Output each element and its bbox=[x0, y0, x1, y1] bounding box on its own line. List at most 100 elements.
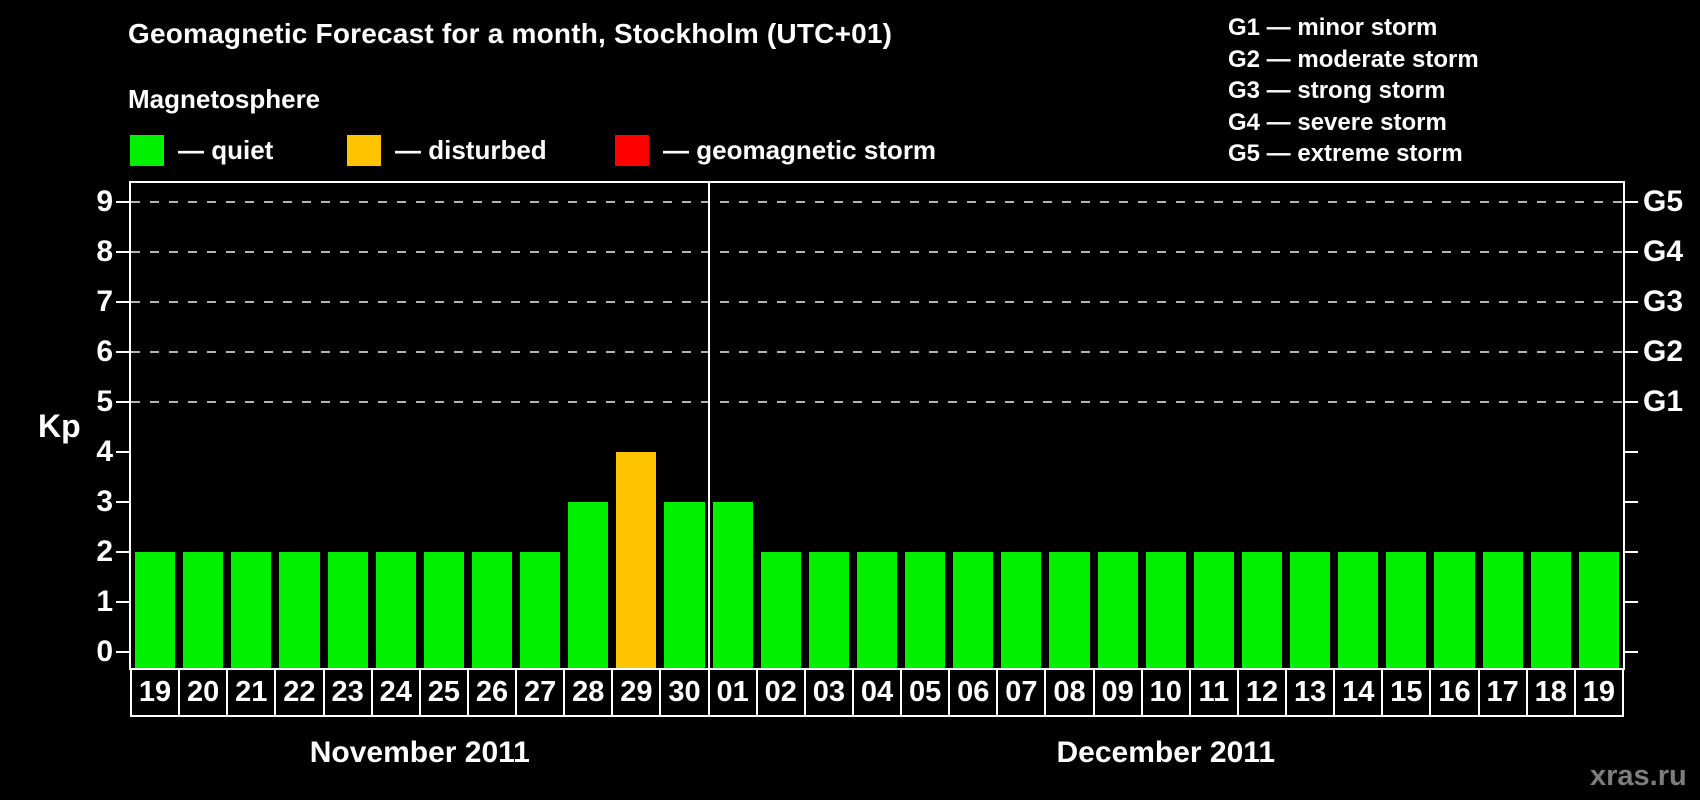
day-cell: 17 bbox=[1477, 668, 1528, 717]
y-axis-tick-right bbox=[1623, 551, 1638, 553]
kp-bar bbox=[1049, 552, 1090, 668]
y-tick-label: 1 bbox=[96, 585, 113, 618]
legend-swatch-quiet bbox=[130, 134, 164, 166]
day-cell: 13 bbox=[1285, 668, 1336, 717]
kp-bar bbox=[327, 552, 368, 668]
kp-bar bbox=[231, 552, 272, 668]
day-cell: 10 bbox=[1140, 668, 1191, 717]
y-axis-tick-right bbox=[1623, 451, 1638, 453]
chart-title: Geomagnetic Forecast for a month, Stockh… bbox=[128, 18, 893, 49]
day-cell: 09 bbox=[1092, 668, 1143, 717]
kp-bar bbox=[1290, 552, 1331, 668]
day-cell: 29 bbox=[611, 668, 662, 717]
kp-bar bbox=[520, 552, 561, 668]
g-legend-line: G1 — minor storm bbox=[1228, 14, 1438, 41]
y-tick-label: 2 bbox=[96, 535, 113, 568]
g-axis-label-G1: G1 bbox=[1643, 385, 1684, 418]
kp-bar bbox=[1578, 552, 1619, 668]
month-label: December 2011 bbox=[1056, 736, 1276, 769]
gridline-kp8 bbox=[131, 251, 1623, 253]
legend-item-label: — geomagnetic storm bbox=[663, 134, 937, 165]
kp-bar bbox=[1338, 552, 1379, 668]
y-axis-tick bbox=[116, 301, 131, 303]
kp-bar bbox=[760, 552, 801, 668]
y-axis-tick bbox=[116, 401, 131, 403]
day-cell: 30 bbox=[659, 668, 710, 717]
kp-bar bbox=[1386, 552, 1427, 668]
legend-item-disturbed: — disturbed bbox=[347, 134, 547, 166]
kp-bar bbox=[423, 552, 464, 668]
y-tick-label: 9 bbox=[96, 185, 113, 218]
gridline-kp7 bbox=[131, 301, 1623, 303]
kp-bar bbox=[856, 552, 898, 668]
watermark: xras.ru bbox=[1590, 760, 1687, 792]
kp-bar bbox=[664, 502, 705, 668]
kp-bar bbox=[375, 552, 416, 668]
g-axis-label-G4: G4 bbox=[1643, 235, 1684, 268]
day-cell: 12 bbox=[1236, 668, 1288, 717]
g-axis-label-G5: G5 bbox=[1643, 185, 1684, 218]
day-cell: 16 bbox=[1429, 668, 1480, 717]
kp-bar bbox=[616, 452, 657, 668]
kp-bar bbox=[1530, 552, 1571, 668]
y-axis-tick-right bbox=[1623, 501, 1638, 503]
day-cell: 11 bbox=[1188, 668, 1239, 717]
kp-bar bbox=[1482, 552, 1523, 668]
y-axis-tick bbox=[116, 201, 131, 203]
g-legend-line: G4 — severe storm bbox=[1228, 108, 1447, 136]
kp-bar bbox=[135, 552, 176, 668]
y-axis-tick bbox=[116, 251, 131, 253]
y-axis-tick-right bbox=[1623, 251, 1638, 253]
day-cell: 28 bbox=[563, 668, 614, 717]
y-axis-tick-right bbox=[1623, 601, 1638, 603]
kp-bar bbox=[1001, 552, 1042, 668]
y-tick-label: 8 bbox=[96, 235, 113, 268]
day-cell: 23 bbox=[322, 668, 373, 717]
month-separator-line bbox=[707, 183, 710, 668]
legend-item-quiet: — quiet bbox=[130, 134, 273, 166]
y-axis-tick-right bbox=[1623, 651, 1638, 653]
magnetosphere-label: Magnetosphere bbox=[128, 84, 321, 114]
legend-swatch-storm bbox=[615, 134, 649, 166]
kp-bar bbox=[905, 552, 946, 668]
kp-bar bbox=[279, 552, 320, 668]
g-scale-legend: G1 — minor storm G2 — moderate storm G3 — … bbox=[1228, 12, 1479, 170]
day-cell: 26 bbox=[466, 668, 518, 717]
kp-bar bbox=[1145, 552, 1186, 668]
day-cell: 08 bbox=[1044, 668, 1095, 717]
y-tick-label: 6 bbox=[96, 335, 113, 368]
kp-bar bbox=[1241, 552, 1283, 668]
day-cell: 04 bbox=[851, 668, 903, 717]
y-tick-label: 4 bbox=[96, 435, 113, 468]
y-tick-label: 5 bbox=[96, 385, 113, 418]
gridline-kp9 bbox=[131, 201, 1623, 203]
day-cell: 15 bbox=[1381, 668, 1432, 717]
day-cell: 19 bbox=[130, 668, 181, 717]
kp-bar bbox=[568, 502, 609, 668]
day-cell: 22 bbox=[274, 668, 325, 717]
legend-item-label: — disturbed bbox=[395, 134, 547, 165]
day-cell: 05 bbox=[900, 668, 951, 717]
y-tick-label: 0 bbox=[96, 635, 113, 668]
y-tick-label: 7 bbox=[96, 285, 113, 318]
g-legend-line: G2 — moderate storm bbox=[1228, 45, 1479, 73]
day-cell: 19 bbox=[1573, 668, 1624, 717]
day-cell: 02 bbox=[755, 668, 806, 717]
day-cell: 20 bbox=[178, 668, 229, 717]
y-axis-title: Kp bbox=[38, 408, 81, 444]
y-axis-tick-right bbox=[1623, 401, 1638, 403]
g-axis-label-G2: G2 bbox=[1643, 335, 1684, 368]
y-axis-tick bbox=[116, 451, 131, 453]
y-axis-tick bbox=[116, 501, 131, 503]
day-cell: 24 bbox=[370, 668, 421, 717]
y-tick-label: 3 bbox=[96, 485, 113, 518]
y-axis-tick-right bbox=[1623, 301, 1638, 303]
y-axis-tick bbox=[116, 651, 131, 653]
kp-bar bbox=[1434, 552, 1475, 668]
g-legend-line: G5 — extreme storm bbox=[1228, 140, 1463, 167]
day-cell: 27 bbox=[515, 668, 566, 717]
kp-bar bbox=[1097, 552, 1138, 668]
g-axis-label-G3: G3 bbox=[1643, 285, 1684, 318]
y-axis-tick-right bbox=[1623, 351, 1638, 353]
